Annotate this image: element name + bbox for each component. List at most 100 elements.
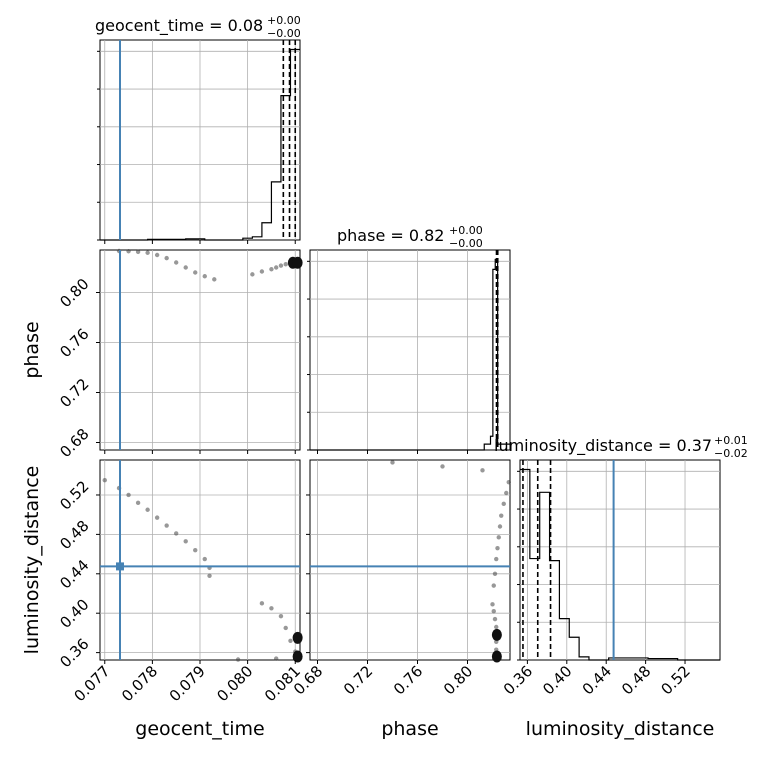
title-plus: +0.01 — [714, 434, 748, 447]
sample-point — [278, 263, 284, 268]
y-tick-label-luminosity-distance: 0.40 — [56, 595, 92, 631]
sample-point — [202, 274, 207, 279]
sample-point — [491, 583, 496, 588]
sample-point — [273, 656, 279, 661]
x-tick-label-geocent-time: 0.078 — [118, 662, 161, 705]
sample-point — [145, 250, 150, 255]
title-minus: −0.00 — [267, 27, 301, 40]
sample-point — [283, 262, 288, 267]
density-peak — [292, 256, 303, 269]
histogram-phase — [310, 258, 510, 451]
sample-point — [212, 277, 217, 282]
sample-point — [283, 625, 288, 631]
sample-point — [278, 613, 284, 619]
sample-point — [193, 547, 198, 553]
title-phase: phase = 0.82 — [337, 226, 444, 245]
y-axis-label-phase: phase — [21, 321, 43, 378]
sample-point — [173, 531, 179, 536]
title-minus: −0.00 — [449, 237, 483, 250]
sample-point — [207, 573, 212, 578]
sample-point — [499, 513, 504, 518]
x-tick-label-luminosity-distance: 0.40 — [539, 662, 575, 698]
panel-frame — [309, 249, 511, 451]
x-axis-label-luminosity-distance: luminosity_distance — [526, 718, 715, 740]
title-geocent-time: geocent_time = 0.08 — [95, 16, 263, 36]
sample-point — [183, 539, 188, 544]
sample-point — [135, 500, 141, 506]
title-median: 0.08 — [228, 16, 264, 35]
y-tick-label-luminosity-distance: 0.36 — [56, 635, 92, 671]
sample-point — [504, 490, 509, 496]
y-tick-label-phase: 0.76 — [56, 325, 92, 361]
x-axis-label-phase: phase — [381, 718, 438, 740]
sample-point — [154, 252, 160, 258]
sample-point — [135, 249, 141, 255]
y-tick-label-luminosity-distance: 0.48 — [56, 517, 92, 553]
x-tick-label-geocent-time: 0.077 — [70, 662, 113, 705]
title-plus: +0.00 — [267, 14, 301, 27]
sample-point — [164, 255, 169, 261]
sample-point — [390, 460, 395, 465]
x-axis-label-geocent-time: geocent_time — [135, 718, 264, 740]
sample-point — [497, 524, 503, 529]
x-tick-label-geocent-time: 0.080 — [213, 662, 256, 705]
sample-point — [494, 624, 499, 630]
sample-point — [154, 515, 160, 520]
sample-point — [491, 609, 496, 614]
sample-point — [492, 571, 498, 576]
sample-point — [492, 616, 498, 622]
panel-frame — [309, 459, 511, 661]
panel-luminosity-distance-vs-phase — [309, 459, 511, 661]
sample-point — [501, 501, 506, 507]
sample-point — [145, 507, 150, 512]
sample-point — [259, 269, 265, 274]
title-text: luminosity_distance — [494, 436, 653, 456]
density-peak — [491, 628, 502, 641]
title-minus: −0.02 — [714, 447, 748, 460]
sample-point — [102, 477, 107, 483]
histogram-luminosity-distance — [520, 468, 720, 661]
sample-point — [259, 601, 265, 606]
x-tick-label-phase: 0.72 — [340, 662, 376, 698]
sample-point — [164, 523, 169, 528]
x-tick-label-phase: 0.76 — [390, 662, 426, 698]
sample-point — [440, 464, 445, 469]
truth-marker — [116, 562, 124, 571]
histogram-geocent-time — [100, 48, 300, 241]
panel-frame — [519, 459, 721, 661]
density-peak — [292, 650, 303, 663]
title-plus: +0.00 — [449, 224, 483, 237]
y-tick-label-phase: 0.72 — [56, 375, 92, 411]
y-tick-label-phase: 0.80 — [56, 275, 92, 311]
x-tick-label-luminosity-distance: 0.52 — [658, 662, 694, 698]
sample-point — [250, 272, 255, 277]
sample-point — [183, 265, 188, 270]
sample-point — [173, 260, 179, 265]
panel-luminosity-distance-hist — [519, 459, 721, 661]
x-tick-label-luminosity-distance: 0.36 — [500, 662, 536, 698]
sample-point — [496, 535, 501, 540]
y-tick-label-luminosity-distance: 0.52 — [56, 477, 92, 513]
title-median: 0.37 — [676, 436, 712, 455]
sample-point — [269, 267, 274, 272]
density-peak — [491, 650, 502, 663]
sample-point — [193, 270, 198, 275]
x-tick-label-luminosity-distance: 0.44 — [579, 662, 615, 698]
title-text: phase — [337, 226, 385, 245]
sample-point — [269, 606, 274, 611]
sample-point — [494, 556, 499, 562]
x-tick-label-phase: 0.80 — [440, 662, 476, 698]
sample-point — [273, 265, 279, 270]
sample-point — [202, 556, 207, 562]
sample-point — [490, 602, 495, 607]
title-median: 0.82 — [409, 226, 445, 245]
x-tick-label-geocent-time: 0.079 — [166, 662, 209, 705]
sample-point — [235, 657, 241, 662]
x-tick-label-luminosity-distance: 0.48 — [618, 662, 654, 698]
sample-point — [495, 545, 500, 551]
title-luminosity-distance: luminosity_distance = 0.37 — [494, 436, 712, 456]
sample-point — [506, 479, 511, 485]
y-axis-label-luminosity-distance: luminosity_distance — [21, 466, 43, 655]
